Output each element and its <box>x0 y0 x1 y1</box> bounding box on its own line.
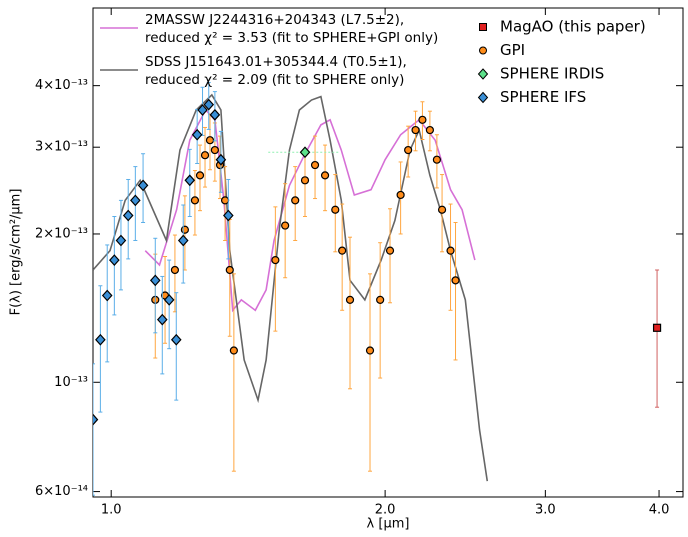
legend-note: reduced χ² = 2.09 (fit to SPHERE only) <box>145 72 404 88</box>
gpi-point <box>446 246 455 255</box>
gpi-point <box>451 276 460 285</box>
y-axis-label: F(λ) [erg/s/cm²/μm] <box>9 189 24 316</box>
diamond-point <box>215 153 227 166</box>
model-spectrum <box>93 93 489 482</box>
diamond-point <box>101 289 113 302</box>
gpi-point <box>220 196 230 205</box>
gpi-point <box>385 246 395 255</box>
diamond-point <box>203 98 215 111</box>
gpi-point <box>338 246 347 255</box>
gpi-point <box>225 265 234 275</box>
model-spectrum <box>144 108 476 313</box>
gpi-point <box>200 151 210 160</box>
diamond-point <box>93 413 99 426</box>
legend-label: SDSS J151643.01+305344.4 (T0.5±1), <box>145 54 407 70</box>
diamond-point <box>197 104 208 116</box>
diamond-point <box>122 209 134 222</box>
diamond-point <box>177 234 189 247</box>
gpi-point <box>331 205 340 214</box>
legend-marker <box>477 91 489 104</box>
x-tick-label: 1.0 <box>101 503 122 518</box>
y-tick-label: 2×10⁻¹³ <box>35 226 88 241</box>
diamond-point <box>209 108 221 121</box>
legend-marker <box>477 68 489 80</box>
legend-label: MagAO (this paper) <box>500 18 646 36</box>
legend-note: reduced χ² = 3.53 (fit to SPHERE+GPI onl… <box>145 30 438 46</box>
diamond-point <box>109 254 120 267</box>
plot-frame <box>92 7 684 498</box>
x-tick-label: 4.0 <box>649 503 670 518</box>
gpi-point <box>432 155 441 164</box>
diamond-point <box>223 209 234 222</box>
gpi-point <box>396 190 405 200</box>
plot-area <box>93 81 662 496</box>
gpi-point <box>180 225 189 234</box>
legend-label: SPHERE IRDIS <box>500 65 604 83</box>
magao-point <box>652 323 662 332</box>
gpi-point <box>320 171 330 180</box>
legend-marker <box>479 46 487 55</box>
gpi-point <box>425 125 435 135</box>
gpi-point <box>300 176 310 185</box>
gpi-point <box>170 265 180 275</box>
gpi-point <box>365 346 375 355</box>
x-tick-label: 2.0 <box>375 503 396 518</box>
gpi-point <box>310 160 320 170</box>
gpi-point <box>210 145 219 155</box>
diamond-point <box>95 333 106 346</box>
gpi-point <box>271 256 280 265</box>
gpi-point <box>229 346 238 355</box>
legend-label: 2MASSW J2244316+204343 (L7.5±2), <box>145 12 404 28</box>
diamond-point <box>137 179 149 192</box>
gpi-point <box>404 145 413 155</box>
gpi-point <box>437 205 447 214</box>
gpi-point <box>190 196 200 205</box>
diamond-point <box>163 293 175 306</box>
diamond-point <box>149 274 161 287</box>
x-axis-label: λ [μm] <box>367 517 410 532</box>
y-tick-label: 10⁻¹³ <box>54 375 88 390</box>
gpi-point <box>376 295 385 304</box>
legend-label: SPHERE IFS <box>500 88 586 106</box>
diamond-point <box>115 234 127 247</box>
y-tick-label: 4×10⁻¹³ <box>35 78 88 93</box>
legend-label: GPI <box>500 41 525 59</box>
gpi-point <box>205 136 215 145</box>
diamond-point <box>130 194 141 207</box>
gpi-point <box>411 125 420 135</box>
gpi-point <box>345 295 355 304</box>
gpi-point <box>418 115 427 124</box>
diamond-point <box>184 174 196 187</box>
x-tick-label: 3.0 <box>535 503 556 518</box>
gpi-point <box>195 171 205 180</box>
y-tick-label: 6×10⁻¹⁴ <box>35 484 88 499</box>
diamond-point <box>191 128 203 141</box>
diamond-point <box>170 333 182 346</box>
diamond-point <box>156 313 168 326</box>
legend-marker <box>479 23 487 31</box>
y-tick-label: 3×10⁻¹³ <box>35 140 88 155</box>
diamond-point <box>299 146 311 159</box>
gpi-point <box>291 196 300 205</box>
gpi-point <box>281 221 290 230</box>
